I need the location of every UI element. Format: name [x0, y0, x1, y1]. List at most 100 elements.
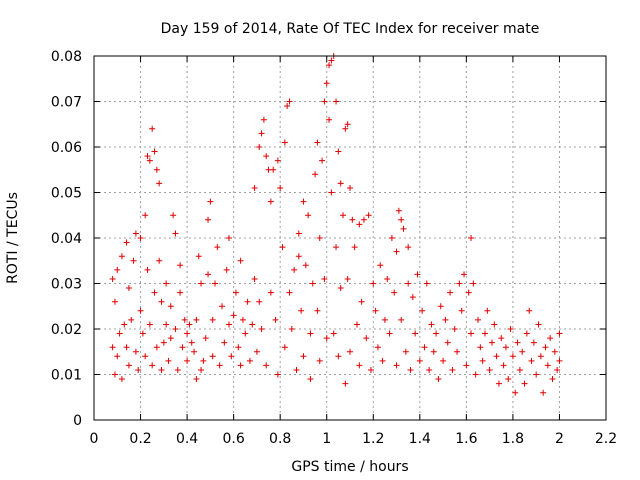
- x-tick-label: 0.4: [176, 431, 198, 447]
- x-axis-label: GPS time / hours: [291, 459, 408, 475]
- data-point: [149, 125, 156, 132]
- data-point: [232, 289, 239, 296]
- data-point: [556, 357, 563, 364]
- data-point: [463, 362, 470, 369]
- data-point: [263, 362, 270, 369]
- data-point: [388, 235, 395, 241]
- data-point: [493, 353, 500, 360]
- data-point: [342, 125, 349, 132]
- data-point: [547, 335, 554, 342]
- data-point: [498, 335, 505, 342]
- data-point: [132, 348, 139, 355]
- y-tick-label: 0.06: [51, 140, 82, 156]
- data-point: [363, 335, 370, 342]
- data-point: [358, 298, 365, 305]
- data-point: [423, 280, 430, 287]
- data-point: [260, 116, 267, 123]
- data-point: [246, 357, 253, 364]
- data-point: [447, 289, 454, 296]
- data-point: [156, 180, 163, 187]
- data-point: [484, 307, 491, 314]
- y-tick-label: 0: [73, 413, 82, 429]
- data-point: [409, 294, 416, 301]
- x-tick-label: 1: [322, 431, 331, 447]
- data-point: [440, 357, 447, 364]
- data-point: [225, 321, 232, 328]
- data-point: [481, 330, 488, 337]
- data-point: [309, 280, 316, 287]
- data-point: [277, 184, 284, 191]
- data-point: [109, 275, 116, 282]
- data-point: [328, 57, 335, 64]
- data-point: [349, 216, 356, 223]
- data-point: [468, 235, 475, 241]
- data-point: [251, 184, 258, 191]
- data-point: [428, 321, 435, 328]
- data-point: [488, 339, 495, 346]
- data-point: [356, 221, 363, 228]
- data-point: [149, 362, 156, 369]
- data-point: [198, 366, 205, 373]
- chart-title: Day 159 of 2014, Rate Of TEC Index for r…: [161, 21, 540, 37]
- data-point: [461, 271, 468, 278]
- data-point: [430, 348, 437, 355]
- data-point: [307, 330, 314, 337]
- data-point: [109, 344, 116, 351]
- data-point: [444, 339, 451, 346]
- data-point: [256, 298, 263, 305]
- data-point: [335, 353, 342, 360]
- data-point: [111, 298, 118, 305]
- data-point: [433, 330, 440, 337]
- data-point: [465, 289, 472, 296]
- axes: 0 0.2 0.4 0.6 0.8 1 1.2 1.4 1.6 1.8 2 2.2 0 0.01 0.02 0…: [51, 49, 617, 447]
- data-point: [442, 316, 449, 323]
- data-points: [109, 53, 563, 396]
- data-point: [316, 235, 323, 241]
- data-point: [225, 235, 232, 241]
- data-point: [181, 316, 188, 323]
- data-point: [405, 244, 412, 251]
- data-point: [381, 316, 388, 323]
- data-point: [333, 244, 340, 251]
- data-point: [200, 357, 207, 364]
- data-point: [205, 216, 212, 223]
- data-point: [402, 348, 409, 355]
- data-point: [405, 280, 412, 287]
- data-point: [172, 230, 179, 237]
- data-point: [370, 280, 377, 287]
- data-point: [393, 248, 400, 255]
- data-point: [286, 98, 293, 105]
- data-point: [374, 344, 381, 351]
- data-point: [256, 144, 263, 150]
- data-point: [328, 189, 335, 196]
- data-point: [228, 353, 235, 360]
- data-point: [314, 307, 321, 314]
- data-point: [258, 130, 265, 137]
- data-point: [172, 326, 179, 332]
- data-point: [291, 266, 298, 273]
- data-point: [137, 307, 144, 314]
- data-point: [470, 280, 477, 287]
- data-point: [286, 289, 293, 296]
- data-point: [505, 376, 512, 383]
- data-point: [386, 330, 393, 337]
- data-point: [163, 280, 170, 287]
- data-point: [177, 262, 184, 269]
- y-tick-label: 0.01: [51, 368, 82, 384]
- data-point: [419, 307, 426, 314]
- data-point: [395, 207, 402, 214]
- data-point: [526, 307, 533, 314]
- data-point: [365, 212, 372, 219]
- data-point: [114, 266, 121, 273]
- data-point: [170, 212, 177, 219]
- data-point: [321, 98, 328, 105]
- x-tick-label: 0: [90, 431, 99, 447]
- data-point: [351, 244, 358, 251]
- data-point: [344, 275, 351, 282]
- data-point: [300, 198, 307, 205]
- data-point: [398, 316, 405, 323]
- data-point: [421, 344, 428, 351]
- data-point: [165, 357, 172, 364]
- data-point: [340, 212, 347, 219]
- data-point: [347, 184, 353, 191]
